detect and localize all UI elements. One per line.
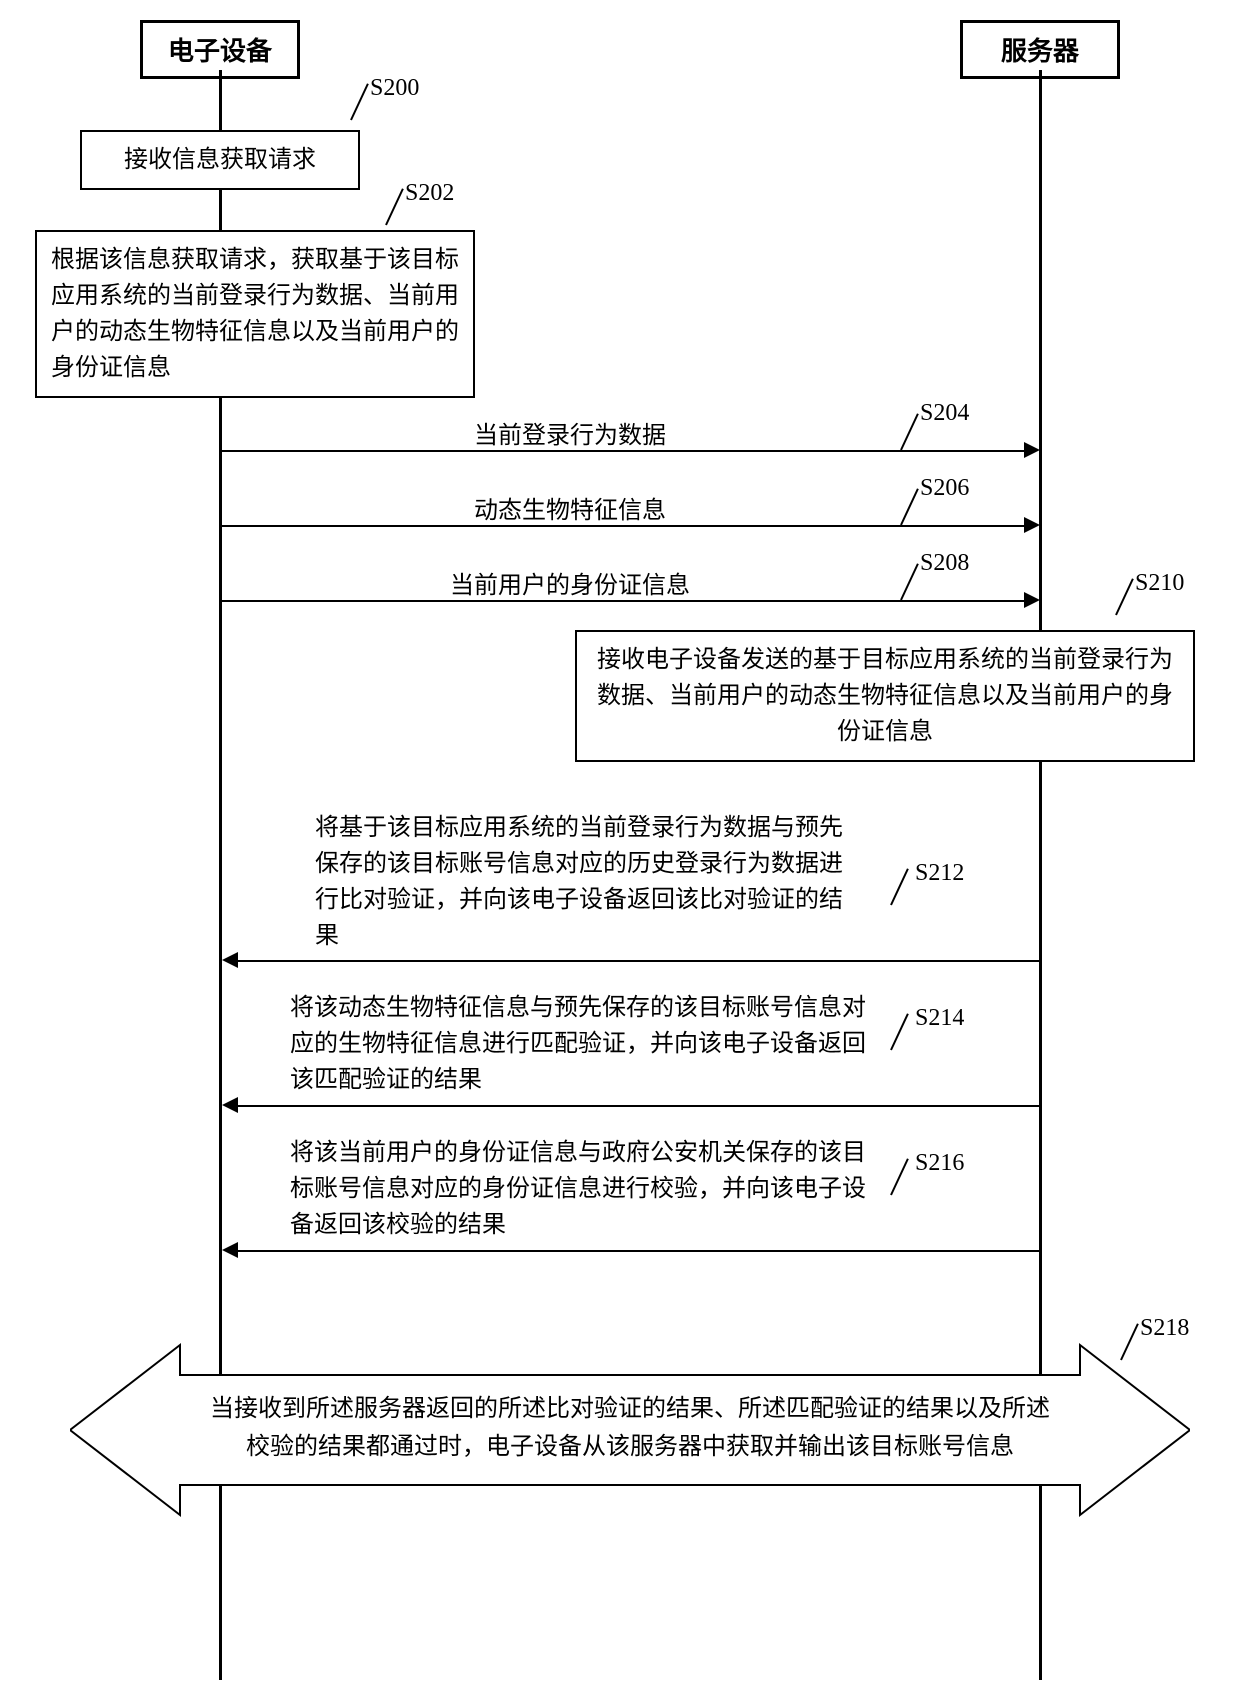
arrow-head-s216 <box>222 1242 238 1258</box>
step-text-s214: 将该动态生物特征信息与预先保存的该目标账号信息对应的生物特征信息进行匹配验证，并… <box>290 990 870 1098</box>
step-label-s208: S208 <box>920 550 969 577</box>
arrow-head-s204 <box>1024 442 1040 458</box>
step-label-s204: S204 <box>920 400 969 427</box>
arrow-s212 <box>238 960 1040 962</box>
step-tick-s208 <box>900 563 919 600</box>
msg-label-s206: 动态生物特征信息 <box>420 490 720 525</box>
step-label-s212: S212 <box>915 860 964 887</box>
arrow-s214 <box>238 1105 1040 1107</box>
arrow-s206 <box>222 525 1024 527</box>
step-label-s216: S216 <box>915 1150 964 1177</box>
sequence-diagram: 电子设备 服务器 S200 接收信息获取请求 S202 根据该信息获取请求，获取… <box>20 20 1220 1680</box>
msg-label-s208: 当前用户的身份证信息 <box>400 565 740 600</box>
arrow-head-s214 <box>222 1097 238 1113</box>
step-text-s200: 接收信息获取请求 <box>124 147 316 173</box>
step-label-s214: S214 <box>915 1005 964 1032</box>
arrow-head-s208 <box>1024 592 1040 608</box>
step-label-s206: S206 <box>920 475 969 502</box>
step-tick-s202 <box>385 188 404 225</box>
participant-server-label: 服务器 <box>1001 37 1079 66</box>
step-label-s200: S200 <box>370 75 419 102</box>
step-label-s210: S210 <box>1135 570 1184 597</box>
step-tick-s210 <box>1115 578 1134 615</box>
step-text-s216: 将该当前用户的身份证信息与政府公安机关保存的该目标账号信息对应的身份证信息进行校… <box>290 1135 870 1243</box>
step-box-s218: 当接收到所述服务器返回的所述比对验证的结果、所述匹配验证的结果以及所述校验的结果… <box>190 1378 1070 1479</box>
arrow-s204 <box>222 450 1024 452</box>
step-tick-s206 <box>900 488 919 525</box>
participant-client-label: 电子设备 <box>168 37 272 66</box>
step-tick-s212 <box>890 868 909 905</box>
arrow-s208 <box>222 600 1024 602</box>
step-box-s202: 根据该信息获取请求，获取基于该目标应用系统的当前登录行为数据、当前用户的动态生物… <box>35 230 475 398</box>
step-tick-s200 <box>350 83 369 120</box>
step-label-s202: S202 <box>405 180 454 207</box>
msg-label-s204: 当前登录行为数据 <box>420 415 720 450</box>
step-text-s212: 将基于该目标应用系统的当前登录行为数据与预先保存的该目标账号信息对应的历史登录行… <box>315 810 845 954</box>
step-text-s210: 接收电子设备发送的基于目标应用系统的当前登录行为数据、当前用户的动态生物特征信息… <box>597 647 1173 745</box>
step-text-s202: 根据该信息获取请求，获取基于该目标应用系统的当前登录行为数据、当前用户的动态生物… <box>51 247 459 381</box>
step-box-s210: 接收电子设备发送的基于目标应用系统的当前登录行为数据、当前用户的动态生物特征信息… <box>575 630 1195 762</box>
arrow-head-s212 <box>222 952 238 968</box>
step-tick-s204 <box>900 413 919 450</box>
step-text-s218: 当接收到所述服务器返回的所述比对验证的结果、所述匹配验证的结果以及所述校验的结果… <box>210 1396 1050 1460</box>
step-box-s200: 接收信息获取请求 <box>80 130 360 190</box>
arrow-s216 <box>238 1250 1040 1252</box>
step-tick-s214 <box>890 1013 909 1050</box>
step-tick-s216 <box>890 1158 909 1195</box>
arrow-head-s206 <box>1024 517 1040 533</box>
